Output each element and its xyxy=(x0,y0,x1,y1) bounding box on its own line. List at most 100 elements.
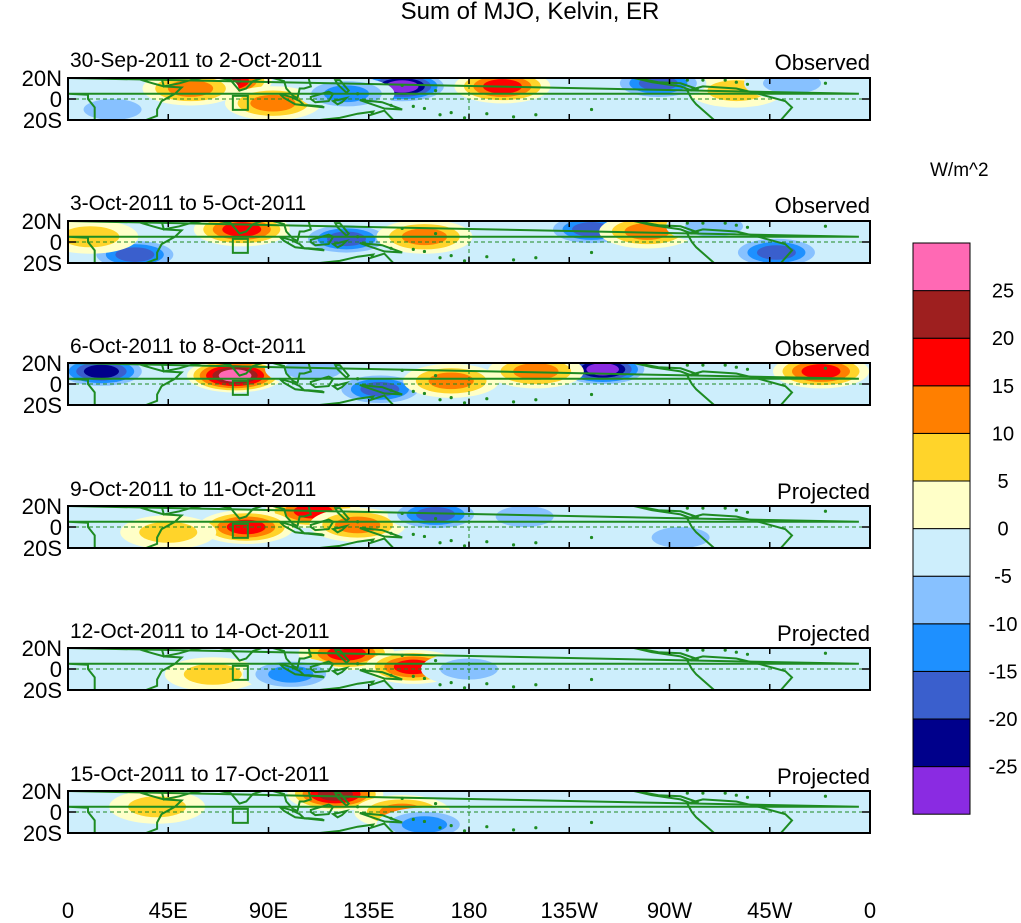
coastline xyxy=(333,649,351,665)
island xyxy=(701,648,705,652)
island xyxy=(356,805,360,809)
island xyxy=(433,517,438,521)
island xyxy=(701,221,705,225)
anomaly-contour xyxy=(83,364,120,378)
island xyxy=(534,113,538,117)
coastline xyxy=(160,791,202,801)
coastline xyxy=(319,252,395,263)
island xyxy=(734,793,738,797)
colorbar-label: -10 xyxy=(989,614,1018,636)
coastline xyxy=(359,669,403,681)
colorbar-label: 5 xyxy=(997,471,1008,493)
panel-period: 9-Oct-2011 to 11-Oct-2011 xyxy=(70,478,316,501)
x-tick-label: 90W xyxy=(647,898,692,923)
colorbar-label: 25 xyxy=(992,281,1014,303)
y-tick-label: 20N xyxy=(22,66,62,91)
island xyxy=(400,368,404,372)
coastline xyxy=(272,363,313,385)
anomaly-contour xyxy=(401,816,448,833)
island xyxy=(685,506,689,510)
coastline xyxy=(160,363,202,373)
island xyxy=(438,398,442,402)
colorbar-swatch xyxy=(912,528,971,577)
island xyxy=(734,508,738,512)
island xyxy=(734,80,738,84)
coastline xyxy=(309,233,335,247)
x-tick-label: 180 xyxy=(451,898,488,923)
colorbar-label: 0 xyxy=(997,519,1008,541)
island xyxy=(745,367,750,371)
coastline xyxy=(303,104,325,109)
reference-box xyxy=(231,379,249,396)
island xyxy=(389,673,393,677)
anomaly-contour xyxy=(416,507,456,522)
island xyxy=(745,652,750,656)
island xyxy=(389,388,393,392)
coastline xyxy=(359,99,403,111)
island xyxy=(745,795,750,799)
coastline xyxy=(272,221,313,243)
island xyxy=(685,363,689,367)
island xyxy=(485,540,489,544)
y-tick-label: 0 xyxy=(50,657,62,682)
coastline xyxy=(272,791,313,813)
colorbar-swatch xyxy=(912,575,971,625)
island xyxy=(823,509,828,513)
island xyxy=(433,232,438,236)
coastline xyxy=(309,375,335,389)
anomaly-contour xyxy=(183,663,242,685)
coastline xyxy=(309,518,335,532)
coastline xyxy=(685,655,794,690)
island xyxy=(701,363,705,367)
island xyxy=(511,828,516,832)
x-tick-label: 135W xyxy=(541,898,599,923)
panel-period: 12-Oct-2011 to 14-Oct-2011 xyxy=(70,620,330,643)
coastline xyxy=(333,79,351,95)
island xyxy=(701,78,705,82)
x-tick-label: 45E xyxy=(149,898,188,923)
coastline xyxy=(160,648,202,658)
island xyxy=(449,539,453,543)
island xyxy=(734,223,738,227)
island xyxy=(685,791,689,795)
reference-box xyxy=(231,522,249,539)
island xyxy=(534,398,538,402)
coastline xyxy=(68,221,859,263)
y-tick-label: 20S xyxy=(23,108,62,133)
colorbar-label: -25 xyxy=(989,757,1018,779)
island xyxy=(422,391,427,396)
island xyxy=(589,535,594,540)
island xyxy=(734,365,738,369)
x-tick-label: 135E xyxy=(343,898,394,923)
coastline xyxy=(160,221,202,231)
anomaly-contour xyxy=(83,99,142,120)
island xyxy=(422,819,427,824)
island xyxy=(745,82,750,86)
coastline xyxy=(333,507,351,523)
island xyxy=(400,796,404,800)
island xyxy=(823,366,828,370)
coastline xyxy=(68,363,859,405)
panel-status: Observed xyxy=(775,193,870,218)
colorbar-label: 15 xyxy=(992,376,1014,398)
coastline xyxy=(319,394,395,405)
island xyxy=(389,246,393,250)
reference-box xyxy=(231,237,249,254)
coastline xyxy=(160,78,202,88)
coastline xyxy=(219,363,263,377)
island xyxy=(685,648,689,652)
coastline xyxy=(272,506,313,528)
coastline xyxy=(319,679,395,690)
island xyxy=(462,401,467,405)
island xyxy=(356,235,360,239)
colorbar-swatch xyxy=(912,670,971,720)
coastline xyxy=(303,389,325,394)
anomaly-contour xyxy=(187,792,284,827)
panel-status: Projected xyxy=(777,764,870,789)
island xyxy=(534,826,538,830)
island xyxy=(589,392,594,397)
island xyxy=(723,78,727,82)
island xyxy=(701,506,705,510)
